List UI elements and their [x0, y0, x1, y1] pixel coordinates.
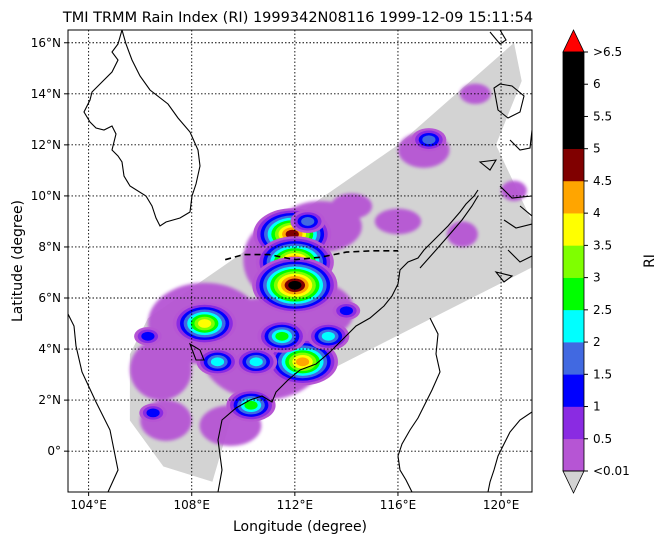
colorbar-over-arrow — [562, 29, 585, 53]
rain-cell-ring — [339, 306, 353, 316]
y-tick-label: 4°N — [38, 342, 61, 356]
y-tick-label: 14°N — [31, 87, 61, 101]
colorbar-segment — [563, 438, 584, 472]
rain-cell-ring — [244, 400, 258, 410]
colorbar-segment — [563, 406, 584, 440]
colorbar-segment — [563, 52, 584, 85]
gulf-islands — [188, 342, 205, 361]
colorbar-tick-label: 5 — [593, 142, 601, 156]
rain-cell-ring — [275, 331, 289, 341]
y-tick-label: 12°N — [31, 138, 61, 152]
rain-cell-ring — [198, 319, 212, 328]
colorbar-segment — [563, 213, 584, 246]
rain-area — [129, 338, 192, 401]
x-tick-label: 120°E — [483, 498, 520, 512]
plot-frame — [67, 29, 533, 493]
rain-cell — [235, 347, 278, 376]
colorbar-tick-label: 2 — [593, 335, 601, 349]
rain-cell-ring — [295, 357, 310, 367]
colorbar-tick-label: 6 — [593, 77, 601, 91]
x-axis-ticks: 104°E 108°E 112°E 116°E 120°E — [70, 492, 519, 512]
colorbar-tick-label: >6.5 — [593, 45, 622, 59]
y-tick-label: 2°N — [38, 393, 61, 407]
rain-cell — [307, 322, 350, 351]
y-tick-label: 6°N — [38, 291, 61, 305]
rain-cell-ring — [422, 135, 436, 145]
colorbar-segment — [563, 84, 584, 117]
y-tick-label: 8°N — [38, 240, 61, 254]
rain-cell — [226, 388, 276, 422]
y-axis-label: Latitude (degree) — [10, 200, 26, 322]
indochina-coast — [83, 30, 201, 227]
x-tick-label: 108°E — [173, 498, 210, 512]
x-tick-label: 116°E — [380, 498, 417, 512]
colorbar-segment — [563, 116, 584, 149]
colorbar-tick-label: 0.5 — [593, 432, 612, 446]
storm-track — [224, 250, 398, 261]
x-tick-label: 104°E — [70, 498, 107, 512]
rain-cell-ring — [146, 408, 160, 418]
colorbar-frame — [562, 51, 585, 472]
colorbar-tick-label: 2.5 — [593, 303, 612, 317]
rain-cell-ring — [249, 357, 263, 367]
colorbar-segment — [563, 374, 584, 407]
colorbar-segment — [563, 180, 584, 214]
rain-cell — [139, 403, 167, 423]
rain-cell-ring — [288, 280, 302, 290]
colorbar-segment — [563, 309, 584, 343]
colorbar-under-arrow — [562, 470, 585, 494]
rain-cell-ring — [301, 217, 315, 226]
colorbar-segment — [563, 245, 584, 278]
rain-cell-ring — [210, 357, 225, 367]
y-tick-label: 16°N — [31, 36, 61, 50]
borneo-east-coast — [397, 317, 441, 492]
rain-cell — [196, 347, 239, 376]
rain-cell — [257, 319, 307, 353]
colorbar-tick-label: 4 — [593, 206, 601, 220]
rain-cell — [332, 301, 361, 320]
x-tick-label: 112°E — [277, 498, 314, 512]
philippines-palawan — [419, 195, 479, 269]
rain-area — [330, 193, 373, 219]
rain-cell-ring — [141, 331, 155, 341]
rain-area — [446, 221, 478, 247]
colorbar-tick-label: 3 — [593, 271, 601, 285]
y-tick-label: 10°N — [31, 189, 61, 203]
colorbar-tick-label: 5.5 — [593, 109, 612, 123]
colorbar: <0.01 0.5 1 1.5 2 2.5 3 3.5 4 4.5 5 5.5 6 >6.5 — [562, 29, 630, 494]
rain-cell — [290, 209, 326, 234]
rain-area — [374, 208, 422, 235]
chart-title: TMI TRMM Rain Index (RI) 1999342N08116 1… — [62, 10, 533, 26]
colorbar-label: RI — [642, 254, 658, 268]
colorbar-segment — [563, 148, 584, 182]
colorbar-tick-label: 3.5 — [593, 238, 612, 252]
rain-cell — [172, 302, 237, 345]
x-axis-label: Longitude (degree) — [233, 519, 367, 535]
colorbar-segment — [563, 342, 584, 375]
colorbar-tick-label: 1 — [593, 400, 601, 414]
colorbar-tick-label: 4.5 — [593, 174, 612, 188]
gridlines — [68, 30, 532, 492]
rain-cell — [134, 327, 162, 346]
rain-cell-ring — [321, 331, 335, 341]
y-tick-label: 0° — [47, 444, 61, 458]
colorbar-tick-label: 1.5 — [593, 367, 612, 381]
rain-cell — [411, 128, 447, 152]
philippines-islands — [478, 30, 532, 283]
borneo-coast — [217, 189, 479, 492]
colorbar-segment — [563, 277, 584, 311]
y-axis-ticks: 0° 2°N 4°N 6°N 8°N 10°N 12°N 14°N 16°N — [31, 36, 68, 458]
colorbar-tick-label: <0.01 — [593, 464, 630, 478]
